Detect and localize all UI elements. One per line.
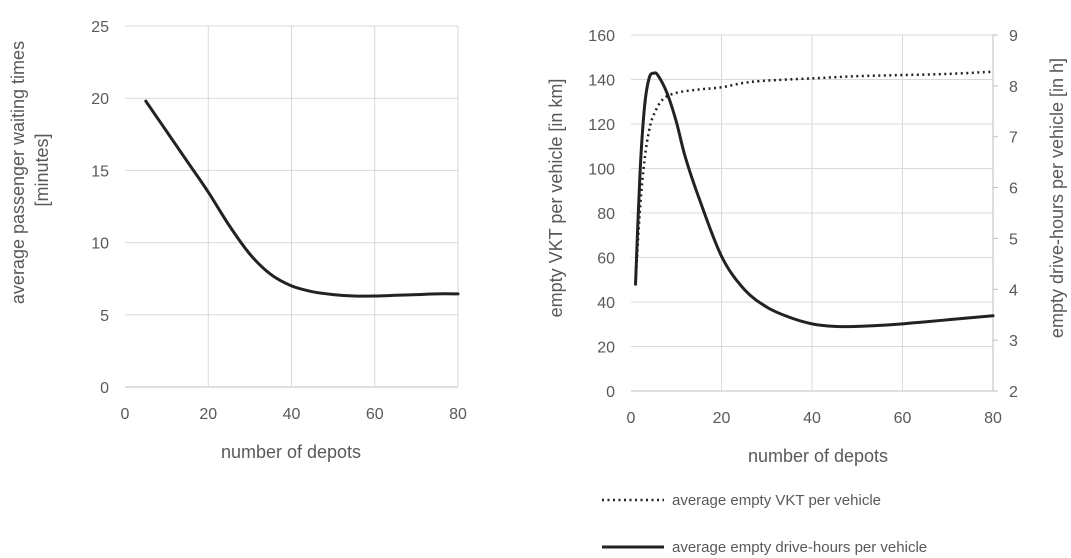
series-line	[144, 99, 460, 298]
y-tick-label: 100	[588, 162, 615, 179]
y2-tick-label: 2	[1009, 384, 1018, 401]
series-line-empty-drive-hours	[634, 71, 995, 329]
y-tick-label: 0	[606, 384, 615, 401]
x-tick-label: 80	[449, 406, 467, 423]
y2-tick-label: 4	[1009, 282, 1018, 299]
y2-tick-label: 6	[1009, 181, 1018, 198]
legend-label: average empty VKT per vehicle	[672, 492, 881, 509]
y-axis-ticks: 0 5 10 15 20 25	[91, 19, 109, 397]
waiting-time-chart: 0 5 10 15 20 25 0 20 40 60 80 number of depots av…	[8, 19, 467, 462]
y-axis-right-title: empty drive-hours per vehicle [in h]	[1047, 58, 1067, 338]
y-tick-label: 25	[91, 19, 109, 36]
x-axis-ticks: 0 20 40 60 80	[627, 410, 1002, 427]
legend-item-empty-drive-hours: average empty drive-hours per vehicle	[602, 539, 927, 556]
y-axis-left-title: empty VKT per vehicle [in km]	[546, 79, 566, 318]
empty-vkt-chart: 0 20 40 60 80 100 120 140 160 2 3 4 5 6 7 8 9 0 20 40 60 80…	[546, 28, 1067, 556]
y2-tick-label: 7	[1009, 130, 1018, 147]
y-tick-label: 5	[100, 308, 109, 325]
y2-tick-label: 8	[1009, 79, 1018, 96]
grid	[631, 34, 998, 392]
x-tick-label: 40	[283, 406, 301, 423]
y2-tick-label: 5	[1009, 231, 1018, 248]
y-tick-label: 0	[100, 380, 109, 397]
x-tick-label: 40	[803, 410, 821, 427]
y-tick-label: 140	[588, 73, 615, 90]
y-tick-label: 20	[91, 91, 109, 108]
x-tick-label: 0	[627, 410, 636, 427]
y-axis-title-line-2: [minutes]	[32, 133, 52, 206]
x-axis-ticks: 0 20 40 60 80	[121, 406, 467, 423]
y-axis-title: average passenger waiting times [minutes…	[8, 36, 52, 304]
y2-tick-label: 3	[1009, 333, 1018, 350]
y-tick-label: 80	[597, 206, 615, 223]
y-tick-label: 10	[91, 236, 109, 253]
legend-item-empty-vkt: average empty VKT per vehicle	[602, 492, 881, 509]
y-tick-label: 120	[588, 117, 615, 134]
y-tick-label: 40	[597, 295, 615, 312]
y-tick-label: 15	[91, 163, 109, 180]
x-tick-label: 0	[121, 406, 130, 423]
series-group	[144, 99, 460, 298]
x-tick-label: 80	[984, 410, 1002, 427]
x-tick-label: 20	[713, 410, 731, 427]
y-tick-label: 20	[597, 340, 615, 357]
series-line-empty-vkt	[634, 70, 994, 285]
grid	[125, 25, 459, 388]
legend: average empty VKT per vehicle average em…	[602, 492, 927, 556]
legend-label: average empty drive-hours per vehicle	[672, 539, 927, 556]
y2-tick-label: 9	[1009, 28, 1018, 45]
x-axis-title: number of depots	[221, 442, 361, 462]
x-tick-label: 60	[366, 406, 384, 423]
y-axis-left-ticks: 0 20 40 60 80 100 120 140 160	[588, 28, 615, 401]
y-axis-right-ticks: 2 3 4 5 6 7 8 9	[1009, 28, 1018, 401]
x-tick-label: 20	[199, 406, 217, 423]
y-tick-label: 160	[588, 28, 615, 45]
y-tick-label: 60	[597, 251, 615, 268]
x-axis-title: number of depots	[748, 446, 888, 466]
series-group	[634, 70, 995, 329]
x-tick-label: 60	[894, 410, 912, 427]
y-axis-title-line-1: average passenger waiting times	[8, 41, 28, 304]
